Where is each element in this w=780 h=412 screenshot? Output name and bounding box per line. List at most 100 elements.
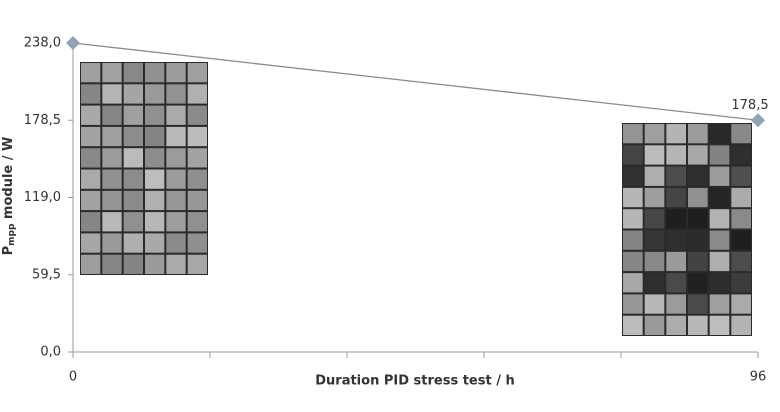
module-cell: [688, 251, 708, 272]
y-tick-label: 0,0: [40, 345, 61, 360]
module-cell: [123, 84, 143, 104]
module-cell: [145, 84, 165, 104]
module-cell: [81, 254, 101, 274]
module-cell: [81, 169, 101, 189]
module-cell: [731, 166, 751, 186]
module-cell: [187, 212, 207, 232]
module-cell: [123, 126, 143, 147]
y-label-rest: module / W: [1, 137, 16, 224]
module-cell: [81, 233, 101, 253]
y-label-main: P: [1, 246, 16, 256]
module-cell: [688, 166, 708, 186]
module-cell: [666, 124, 686, 144]
module-cell: [731, 294, 751, 314]
module-cell: [102, 233, 122, 253]
y-tick-label: 178,5: [24, 113, 61, 128]
module-cell: [166, 233, 186, 253]
module-cell: [709, 251, 730, 272]
module-cell: [709, 209, 730, 229]
module-cell: [709, 145, 730, 165]
module-cell: [688, 315, 708, 335]
module-cell: [102, 190, 122, 211]
module-cell: [102, 254, 122, 274]
y-axis-label: Pmpp module / W: [1, 137, 17, 256]
module-cell: [666, 273, 686, 293]
module-cell: [102, 126, 122, 147]
module-cell: [187, 126, 207, 147]
module-cell: [644, 294, 665, 314]
module-cell: [731, 145, 751, 165]
module-cell: [688, 230, 708, 250]
module-cell: [145, 148, 165, 168]
module-cell: [623, 166, 643, 186]
module-cell: [81, 212, 101, 232]
module-cell: [123, 233, 143, 253]
module-cell: [123, 148, 143, 168]
module-cell: [731, 273, 751, 293]
module-cell: [145, 169, 165, 189]
module-cell: [145, 254, 165, 274]
series-line: [72, 42, 759, 121]
module-cell: [623, 187, 643, 208]
module-cell: [709, 187, 730, 208]
module-cell: [709, 294, 730, 314]
module-cell: [709, 166, 730, 186]
module-cell: [731, 209, 751, 229]
module-cell: [688, 145, 708, 165]
module-cell: [123, 190, 143, 211]
module-cell: [123, 254, 143, 274]
module-cell: [187, 233, 207, 253]
module-cell: [145, 233, 165, 253]
module-cell: [623, 124, 643, 144]
module-cell: [644, 251, 665, 272]
module-cell: [145, 190, 165, 211]
module-cell: [666, 166, 686, 186]
module-cell: [102, 105, 122, 125]
module-cell: [187, 148, 207, 168]
module-cell: [166, 126, 186, 147]
module-cell: [623, 315, 643, 335]
module-cell: [688, 209, 708, 229]
module-cell: [731, 230, 751, 250]
module-cell: [644, 187, 665, 208]
x-tick-label: 96: [750, 370, 767, 385]
module-cell: [102, 148, 122, 168]
module-cell: [145, 63, 165, 83]
module-cell: [102, 84, 122, 104]
module-cell: [102, 169, 122, 189]
data-point: [751, 113, 765, 128]
module-cell: [644, 230, 665, 250]
module-cell: [666, 251, 686, 272]
module-cell: [644, 209, 665, 229]
module-images: [80, 62, 752, 336]
module-cell: [731, 251, 751, 272]
module-cell: [688, 187, 708, 208]
y-label-sub: mpp: [7, 223, 17, 246]
y-tick-label: 238,0: [24, 36, 61, 51]
data-point: [66, 36, 80, 50]
x-axis-label: Duration PID stress test / h: [315, 374, 515, 389]
module-cell: [666, 209, 686, 229]
module-cell: [187, 63, 207, 83]
module-cell: [666, 294, 686, 314]
module-cell: [145, 105, 165, 125]
module-cell: [623, 251, 643, 272]
module-cell: [81, 63, 101, 83]
module-cell: [166, 169, 186, 189]
module-cell: [623, 294, 643, 314]
module-cell: [102, 63, 122, 83]
module-cell: [666, 187, 686, 208]
module-cell: [187, 169, 207, 189]
data-label: 178,5: [731, 98, 768, 113]
module-cell: [623, 273, 643, 293]
module-cell: [731, 124, 751, 144]
module-cell: [688, 273, 708, 293]
module-cell: [731, 315, 751, 335]
module-cell: [81, 126, 101, 147]
module-cell: [187, 105, 207, 125]
module-cell: [123, 212, 143, 232]
module-cell: [166, 63, 186, 83]
module-cell: [81, 190, 101, 211]
module-cell: [166, 84, 186, 104]
